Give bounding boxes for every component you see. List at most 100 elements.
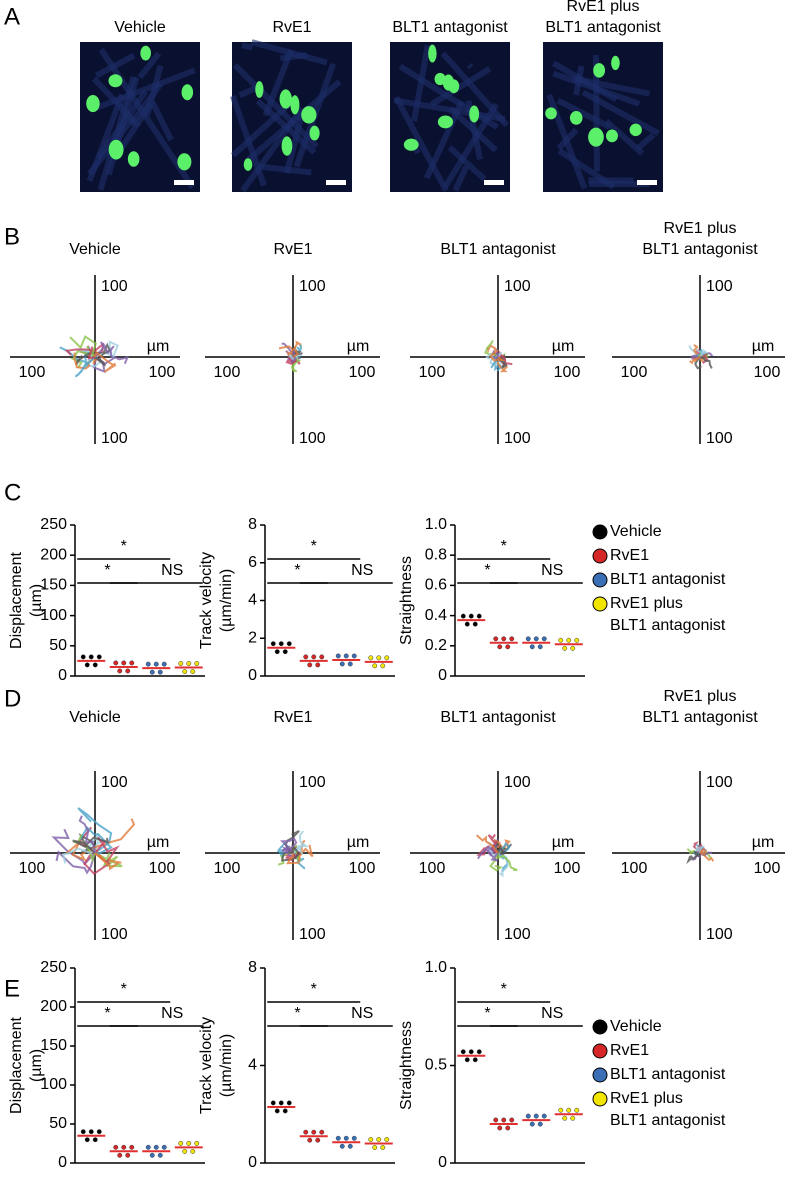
jitter-hint xyxy=(279,1101,283,1105)
track-extent: 100 xyxy=(19,364,46,381)
y-tick-label: 0 xyxy=(248,1154,257,1171)
jitter-hint xyxy=(279,641,283,645)
cell xyxy=(469,105,479,122)
condition-title: BLT1 antagonist xyxy=(642,709,758,726)
track-extent: 100 xyxy=(299,774,326,791)
track-extent: 100 xyxy=(19,860,46,877)
y-tick-label: 1.0 xyxy=(425,959,447,976)
track-extent: 100 xyxy=(214,860,241,877)
legend-marker xyxy=(593,1044,607,1058)
jitter-hint xyxy=(494,1118,498,1122)
track-extent: 100 xyxy=(754,364,781,381)
jitter-hint xyxy=(158,1153,162,1157)
jitter-hint xyxy=(465,1058,469,1062)
track-extent: 100 xyxy=(149,364,176,381)
significance: * xyxy=(104,1005,110,1022)
scale-bar xyxy=(174,180,194,185)
legend-marker xyxy=(593,1092,607,1106)
y-axis-label: Displacement xyxy=(8,1016,25,1113)
condition-title: BLT1 antagonist xyxy=(440,709,556,726)
panel-label: C xyxy=(4,479,21,506)
jitter-hint xyxy=(461,614,465,618)
track-extent: 100 xyxy=(621,364,648,381)
jitter-hint xyxy=(122,1145,126,1149)
jitter-hint xyxy=(377,656,381,660)
legend-marker xyxy=(593,1068,607,1082)
track-extent: 100 xyxy=(706,774,733,791)
y-tick-label: 8 xyxy=(248,959,257,976)
panel-label: B xyxy=(4,223,20,250)
jitter-hint xyxy=(534,1114,538,1118)
jitter-hint xyxy=(126,1153,130,1157)
jitter-hint xyxy=(89,655,93,659)
cell xyxy=(404,139,419,151)
jitter-hint xyxy=(381,664,385,668)
jitter-hint xyxy=(336,654,340,658)
cell xyxy=(428,45,436,63)
track-unit: µm xyxy=(147,338,170,355)
jitter-hint xyxy=(510,637,514,641)
y-tick-label: 1.0 xyxy=(425,516,447,533)
jitter-hint xyxy=(287,1101,291,1105)
jitter-hint xyxy=(114,1145,118,1149)
jitter-hint xyxy=(114,661,118,665)
y-tick-label: 0.2 xyxy=(425,637,447,654)
significance: * xyxy=(484,1005,490,1022)
cell xyxy=(177,153,191,170)
y-tick-label: 8 xyxy=(248,516,257,533)
y-tick-label: 0.8 xyxy=(425,546,447,563)
jitter-hint xyxy=(571,1116,575,1120)
y-axis-label: (µm/min) xyxy=(218,1034,235,1097)
panel-label: A xyxy=(4,3,20,30)
jitter-hint xyxy=(287,641,291,645)
jitter-hint xyxy=(559,1108,563,1112)
significance: * xyxy=(311,538,317,555)
condition-title: BLT1 antagonist xyxy=(642,241,758,258)
tissue-streak xyxy=(242,45,252,47)
significance: NS xyxy=(541,562,563,579)
condition-title: RvE1 xyxy=(273,709,312,726)
track-extent: 100 xyxy=(349,860,376,877)
significance: NS xyxy=(541,1005,563,1022)
condition-title: Vehicle xyxy=(69,709,121,726)
jitter-hint xyxy=(316,663,320,667)
y-axis-label: Track velocity xyxy=(198,552,215,649)
y-tick-label: 6 xyxy=(248,554,257,571)
jitter-hint xyxy=(275,649,279,653)
jitter-hint xyxy=(316,1138,320,1142)
jitter-hint xyxy=(477,614,481,618)
condition-title: BLT1 antagonist xyxy=(440,241,556,258)
jitter-hint xyxy=(538,1122,542,1126)
legend-marker xyxy=(593,1020,607,1034)
jitter-hint xyxy=(526,637,530,641)
jitter-hint xyxy=(118,1153,122,1157)
y-tick-label: 50 xyxy=(49,637,67,654)
jitter-hint xyxy=(150,670,154,674)
track-extent: 100 xyxy=(299,278,326,295)
significance: * xyxy=(501,538,507,555)
cell xyxy=(255,81,263,98)
jitter-hint xyxy=(575,1108,579,1112)
scale-bar xyxy=(637,180,657,185)
track-extent: 100 xyxy=(101,278,128,295)
jitter-hint xyxy=(373,664,377,668)
jitter-hint xyxy=(97,655,101,659)
cell xyxy=(128,151,140,167)
cell xyxy=(630,124,642,136)
jitter-hint xyxy=(195,1141,199,1145)
significance: * xyxy=(294,1005,300,1022)
jitter-hint xyxy=(571,646,575,650)
y-tick-label: 0 xyxy=(58,1154,67,1171)
jitter-hint xyxy=(526,1114,530,1118)
jitter-hint xyxy=(563,646,567,650)
track-unit: µm xyxy=(552,834,575,851)
cell xyxy=(545,107,557,119)
jitter-hint xyxy=(308,663,312,667)
scale-bar xyxy=(484,180,504,185)
jitter-hint xyxy=(538,645,542,649)
panel-label: D xyxy=(4,685,21,712)
y-axis-label: (µm) xyxy=(28,584,45,617)
jitter-hint xyxy=(304,655,308,659)
y-axis-label: Straightness xyxy=(398,556,415,645)
condition-title: BLT1 antagonist xyxy=(392,19,508,36)
